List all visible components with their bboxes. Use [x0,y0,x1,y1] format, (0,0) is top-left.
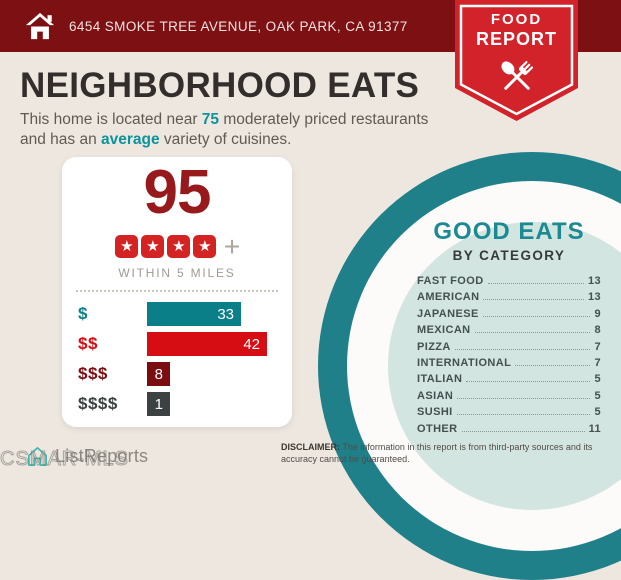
star-icon: ★ [141,235,165,258]
dotted-leader [461,430,585,432]
bar-category-label: $ [78,304,88,323]
bar: 33 [147,302,241,326]
bar-row: $$ 42 [78,332,292,356]
category-count: 7 [594,340,601,353]
property-address: 6454 SMOKE TREE AVENUE, OAK PARK, CA 913… [69,18,408,34]
price-bar-chart: $33 $$ 42 $$$ 8 $$$$ 1 [78,302,292,416]
category-label: PIZZA [417,340,451,353]
bar-value: 33 [217,305,234,323]
category-label: ASIAN [417,389,454,402]
food-report-badge: FOOD REPORT [455,0,578,130]
dotted-leader [466,381,591,383]
house-outline-icon [26,445,49,468]
bar: 8 [147,362,170,386]
category-count: 8 [594,324,601,337]
intro-text-3: variety of cuisines. [159,130,292,148]
plus-sign: + [223,230,241,262]
category-row: JAPANESE 9 [417,308,601,324]
dotted-leader [487,283,584,284]
bar-value: 8 [154,365,163,383]
badge-line2: REPORT [475,29,557,49]
category-row: ITALIAN 5 [417,373,601,389]
dotted-leader [482,315,591,317]
category-label: ITALIAN [417,373,463,386]
rating-stars: ★ ★ ★ ★ + [62,230,292,262]
category-count: 5 [594,373,601,386]
circle-inner-fill [388,222,621,510]
bar-row: $$$$ 1 [78,392,292,416]
bar-row: $33 [78,302,292,326]
variety-highlight: average [101,130,160,148]
category-row: AMERICAN 13 [417,291,601,307]
dotted-leader [515,364,591,366]
category-label: OTHER [417,422,458,435]
house-icon [24,11,56,41]
bar-value: 1 [154,395,163,413]
category-label: INTERNATIONAL [417,356,512,369]
bar-category-label: $$$ [78,364,108,383]
bar-value: 42 [243,335,260,353]
category-row: MEXICAN 8 [417,324,601,340]
category-count: 5 [594,389,601,402]
star-icon: ★ [167,235,191,258]
good-eats-title: GOOD EATS [433,218,585,245]
intro-text-1: This home is located near [20,111,202,128]
category-count: 11 [588,422,601,435]
dotted-leader [474,332,591,334]
dotted-leader [457,397,591,399]
disclaimer: DISCLAIMER: The information in this repo… [281,442,613,465]
listreports-logo: ListReports [26,445,148,468]
dotted-leader [454,348,591,350]
intro-text-2: moderately priced restaurants and has an [20,111,429,148]
category-count: 5 [594,406,601,419]
category-list: FAST FOOD 13 AMERICAN 13 JAPANESE 9 MEXICAN 8 PI… [417,275,601,439]
dotted-leader [483,299,584,301]
radius-label: WITHIN 5 MILES [118,266,236,280]
category-row: INTERNATIONAL 7 [417,357,601,373]
dotted-divider [76,290,278,292]
good-eats-panel: GOOD EATS BY CATEGORY FAST FOOD 13 AMERICA… [417,218,601,439]
disclaimer-text: The information in this report is from t… [281,442,593,464]
disclaimer-label: DISCLAIMER: [281,442,340,452]
star-icon: ★ [115,235,139,258]
category-row: PIZZA 7 [417,341,601,357]
category-count: 13 [587,275,601,287]
dotted-leader [456,414,591,416]
bar: 42 [147,332,267,356]
score-card: 95 ★ ★ ★ ★ + WITHIN 5 MILES $33 $$ 42 $$$ 8 $$$$ 1 [62,157,292,427]
bar: 1 [147,392,170,416]
star-icon: ★ [193,235,217,258]
category-row: ASIAN 5 [417,390,601,406]
ribbon-shape [455,0,578,121]
crossed-utensils-icon [455,55,578,99]
category-count: 9 [594,307,601,320]
logo-text: ListReports [55,446,149,466]
category-label: JAPANESE [417,307,479,320]
category-label: SUSHI [417,406,453,419]
good-eats-subtitle: BY CATEGORY [452,248,566,263]
category-row: SUSHI 5 [417,406,601,422]
mls-watermark: CSMAR-MLS [0,448,130,471]
bar-category-label: $$ [78,334,98,353]
badge-line1: FOOD [490,11,543,28]
category-label: AMERICAN [417,291,480,304]
category-label: FAST FOOD [417,275,484,287]
category-label: MEXICAN [417,324,471,337]
category-count: 13 [587,291,601,304]
restaurant-score: 95 [143,158,212,227]
page-title: NEIGHBORHOOD EATS [20,66,420,105]
category-row: OTHER 11 [417,423,601,439]
bar-category-label: $$$$ [78,394,118,413]
restaurant-count-highlight: 75 [201,111,220,128]
intro-paragraph: This home is located near 75 moderately … [20,110,444,150]
bar-row: $$$ 8 [78,362,292,386]
category-count: 7 [594,356,601,369]
category-row: FAST FOOD 13 [417,275,601,291]
